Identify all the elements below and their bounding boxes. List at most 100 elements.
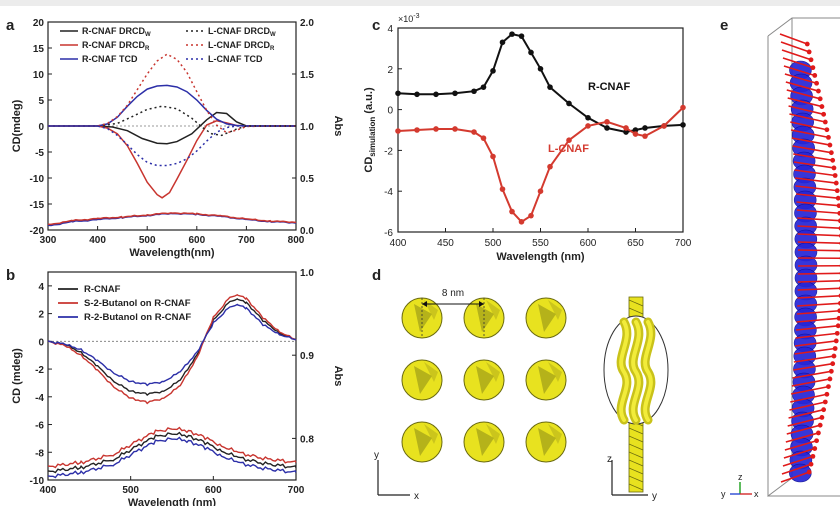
field-vector-arrow bbox=[784, 73, 817, 85]
panel-b-chart: b -10 -8 -6 -4 -2 0 2 4 400 500 600 700 0.8 0.9 1.0 Wave… bbox=[6, 267, 344, 506]
panel-c-ytick-label: 2 bbox=[387, 65, 393, 76]
panel-c-xtick-label: 500 bbox=[485, 238, 502, 249]
panel-a-xtick-label: 600 bbox=[188, 235, 205, 246]
panel-c-data-point bbox=[471, 129, 477, 135]
field-vector-head bbox=[824, 127, 830, 133]
cross-section-facet bbox=[414, 428, 432, 456]
orientation-y-label: y bbox=[721, 489, 726, 499]
field-vector-arrow bbox=[783, 447, 815, 459]
panel-b-legend-label: R-2-Butanol on R-CNAF bbox=[84, 312, 191, 323]
panel-c-data-point bbox=[414, 91, 420, 98]
field-vector-head bbox=[830, 157, 836, 163]
field-vector-arrow bbox=[796, 209, 840, 215]
axis-y-label: y bbox=[374, 450, 379, 461]
fiber-twist-stripe bbox=[628, 435, 644, 443]
field-vector-head bbox=[817, 96, 823, 102]
field-vector-arrow bbox=[786, 424, 821, 435]
panel-b-series-line bbox=[47, 298, 297, 397]
field-vector-arrow bbox=[791, 137, 831, 146]
axis-y2-label: y bbox=[652, 491, 657, 502]
field-vector-arrow bbox=[796, 317, 840, 323]
panel-b-ytick-label: -8 bbox=[35, 448, 44, 459]
panel-b-ytick-label: 4 bbox=[38, 282, 44, 293]
field-vector-arrow bbox=[787, 416, 823, 427]
field-vector-head bbox=[833, 180, 839, 186]
field-vector-arrow bbox=[792, 145, 832, 154]
cross-section-facet bbox=[486, 424, 500, 444]
field-vector-arrow bbox=[797, 241, 840, 245]
panel-a-series-line bbox=[48, 125, 296, 167]
panel-a-y2tick-label: 2.0 bbox=[300, 18, 314, 29]
fiber-twist-stripe bbox=[628, 483, 644, 491]
panel-c-data-point bbox=[452, 90, 458, 97]
field-vector-arrow bbox=[786, 89, 821, 100]
field-vector-arrow bbox=[795, 332, 838, 339]
panel-a-xtick-label: 700 bbox=[238, 235, 255, 246]
cross-section-facet bbox=[538, 428, 556, 456]
field-vector-head bbox=[806, 469, 812, 475]
orientation-z-label: z bbox=[738, 472, 743, 482]
panel-c-data-point bbox=[547, 163, 553, 170]
panel-c-xtick-label: 600 bbox=[580, 238, 597, 249]
panel-b-legend-label: S-2-Butanol on R-CNAF bbox=[84, 298, 191, 309]
field-vector-head bbox=[822, 399, 828, 405]
panel-c-letter: c bbox=[372, 17, 380, 34]
panel-c-ytick-label: 4 bbox=[387, 24, 393, 35]
panel-c-data-point bbox=[585, 114, 591, 121]
field-vector-arrow bbox=[793, 362, 833, 371]
panel-a-y2tick-label: 0.5 bbox=[300, 174, 314, 185]
field-vector-arrow bbox=[797, 225, 840, 230]
panel-a-legend-label: R-CNAF DRCDW bbox=[82, 26, 151, 38]
field-vector-arrow bbox=[793, 355, 835, 363]
panel-c-series-line bbox=[397, 106, 684, 224]
panel-c-data-point bbox=[661, 123, 667, 129]
field-vector-head bbox=[824, 391, 830, 397]
panel-c-data-point bbox=[623, 129, 629, 135]
panel-c-series-label: R-CNAF bbox=[588, 81, 630, 93]
cross-section-facet bbox=[548, 362, 562, 382]
field-vector-head bbox=[819, 104, 825, 109]
field-vector-arrow bbox=[794, 177, 837, 184]
fiber-twist-stripe bbox=[628, 451, 644, 459]
panel-a-ytick-label: 10 bbox=[33, 70, 45, 81]
field-vector-head bbox=[819, 415, 825, 420]
panel-c-data-point bbox=[623, 125, 629, 131]
field-vector-arrow bbox=[797, 272, 840, 275]
field-vector-arrow bbox=[794, 169, 836, 177]
window-top-strip bbox=[0, 0, 840, 6]
field-vector-arrow bbox=[780, 471, 810, 483]
field-vector-head bbox=[821, 111, 827, 117]
panel-a-y2tick-label: 1.0 bbox=[300, 122, 314, 133]
fiber-twist-stripe bbox=[628, 299, 644, 307]
field-vector-arrow bbox=[782, 455, 814, 467]
panel-c-data-point bbox=[537, 66, 544, 72]
field-vector-head bbox=[816, 88, 821, 94]
field-vector-head bbox=[827, 376, 833, 382]
panel-c-data-point bbox=[566, 137, 572, 143]
cross-section-facet bbox=[548, 300, 562, 320]
axis-z-label: z bbox=[607, 454, 612, 465]
field-vector-head bbox=[808, 57, 814, 63]
field-vector-arrow bbox=[797, 302, 840, 307]
panel-e-letter: e bbox=[720, 17, 728, 34]
panel-b-xtick-label: 500 bbox=[122, 485, 139, 496]
field-vector-head bbox=[831, 353, 837, 359]
field-vector-head bbox=[836, 315, 840, 321]
panel-c-data-point bbox=[518, 219, 525, 225]
panel-b-series-line bbox=[47, 426, 297, 469]
field-vector-head bbox=[830, 361, 836, 367]
panel-b-y2tick-label: 0.9 bbox=[300, 351, 314, 362]
panel-c-ytick-label: 0 bbox=[387, 106, 393, 117]
panel-b-xtick-label: 600 bbox=[205, 485, 222, 496]
panel-a-series-line bbox=[47, 212, 297, 226]
field-vector-head bbox=[808, 461, 814, 467]
field-vector-arrow bbox=[794, 340, 837, 347]
field-vector-head bbox=[827, 142, 833, 148]
panel-c-data-point bbox=[632, 127, 639, 133]
panel-c-data-point bbox=[499, 39, 506, 46]
field-vector-head bbox=[817, 422, 823, 428]
field-vector-arrow bbox=[797, 249, 840, 252]
panel-a-series-line bbox=[48, 84, 296, 127]
panel-a-legend-label: L-CNAF DRCDW bbox=[208, 26, 276, 38]
